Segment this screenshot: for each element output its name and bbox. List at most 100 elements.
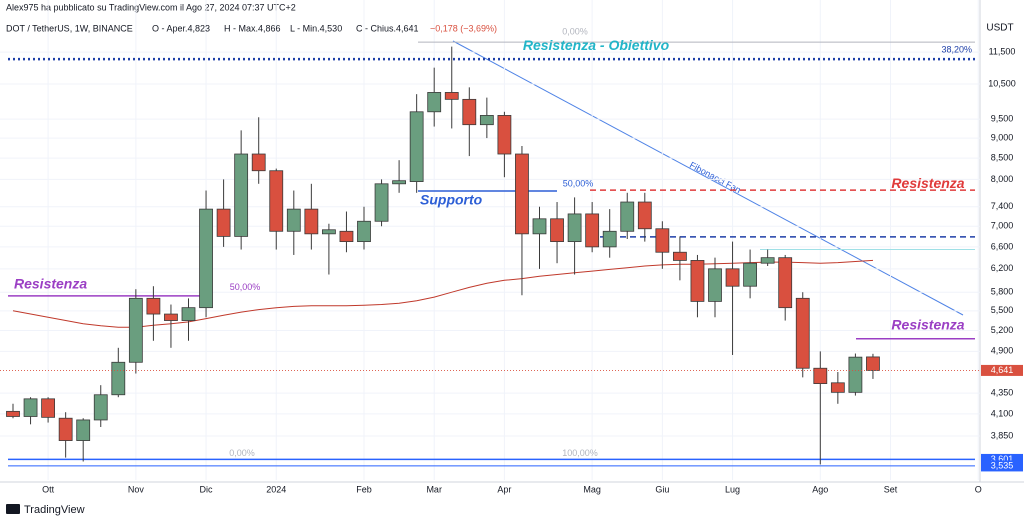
- price-label-box: [981, 453, 1023, 465]
- candle-body: [620, 201, 635, 232]
- candle-body: [690, 260, 705, 302]
- x-tick-label: 2024: [266, 484, 286, 494]
- x-tick-label: Set: [884, 484, 898, 494]
- price-label: 3,601: [991, 454, 1014, 464]
- legend-item: DOT / TetherUS, 1W, BINANCE: [6, 23, 133, 33]
- currency: USDT: [986, 23, 1013, 34]
- x-tick-label: Ago: [812, 484, 828, 494]
- candle-body: [251, 153, 266, 172]
- candle-body: [655, 228, 670, 253]
- candle-body: [146, 297, 161, 315]
- candle-body: [532, 218, 547, 235]
- candle-body: [567, 213, 582, 243]
- y-tick-label: 4,100: [991, 408, 1014, 418]
- price-label: 3,535: [991, 460, 1014, 470]
- legend-item: H - Max.4,866: [224, 23, 281, 33]
- y-tick-label: 8,000: [991, 174, 1014, 184]
- candle-body: [321, 229, 336, 235]
- level-label: Resistenza - Obiettivo: [523, 37, 670, 53]
- watermark-text: TradingView: [24, 504, 85, 516]
- candle-body: [128, 297, 143, 363]
- y-tick-label: 6,200: [991, 263, 1014, 273]
- candle-body: [58, 417, 73, 441]
- candle-body: [497, 115, 512, 155]
- candle-body: [848, 356, 863, 393]
- x-tick-label: Feb: [356, 484, 372, 494]
- y-tick-label: 7,000: [991, 221, 1014, 231]
- level-label: Supporto: [420, 192, 483, 208]
- legend-item: −0,178 (−3,69%): [430, 23, 497, 33]
- candle-body: [743, 262, 757, 287]
- y-tick-label: 8,500: [991, 152, 1014, 162]
- candle-body: [23, 398, 38, 417]
- candle-body: [339, 230, 354, 243]
- candle-body: [199, 208, 213, 309]
- level-label: 0,00%: [562, 27, 588, 37]
- candle-body: [760, 257, 775, 264]
- candle-body: [181, 307, 196, 321]
- level-label: Resistenza: [14, 276, 87, 292]
- candle-body: [725, 268, 740, 287]
- x-tick-label: Giu: [655, 484, 669, 494]
- candle-body: [111, 361, 126, 396]
- y-tick-label: 5,500: [991, 305, 1014, 315]
- candle-body: [866, 356, 880, 371]
- candle-body: [216, 208, 231, 237]
- candle-body: [392, 180, 407, 185]
- y-tick-label: 9,500: [991, 113, 1014, 123]
- candle-body: [93, 394, 108, 421]
- candle-body: [830, 382, 845, 393]
- candle-body: [479, 115, 494, 126]
- y-tick-label: 5,200: [991, 325, 1014, 335]
- x-tick-label: Nov: [128, 484, 145, 494]
- fibonacci-fan-line: [452, 40, 964, 316]
- y-tick-label: 6,600: [991, 241, 1014, 251]
- candle-body: [427, 92, 442, 113]
- logo: [6, 504, 20, 514]
- x-tick-label: O: [975, 484, 982, 494]
- candle-body: [374, 183, 389, 222]
- candle-body: [673, 251, 687, 261]
- candle-body: [515, 153, 529, 235]
- candle-body: [234, 153, 249, 237]
- candle-body: [550, 218, 564, 243]
- candle-body: [444, 92, 459, 100]
- level-label: 0,00%: [229, 448, 255, 458]
- level-label: 50,00%: [563, 178, 594, 188]
- candle-body: [357, 220, 371, 243]
- x-tick-label: Apr: [497, 484, 511, 494]
- candle-body: [76, 419, 91, 441]
- level-label: 38,20%: [941, 45, 972, 55]
- y-tick-label: 5,800: [991, 287, 1014, 297]
- x-tick-label: Ott: [42, 484, 55, 494]
- candle-body: [778, 257, 793, 309]
- legend-item: L - Min.4,530: [290, 23, 342, 33]
- candle-body: [795, 297, 810, 369]
- level-label: Resistenza: [891, 175, 964, 191]
- candle-body: [708, 268, 722, 302]
- level-label: 100,00%: [562, 448, 598, 458]
- price-label-box: [981, 364, 1023, 376]
- legend-item: C - Chius.4,641: [356, 23, 419, 33]
- price-label: 4,641: [991, 365, 1014, 375]
- x-tick-label: Mar: [426, 484, 442, 494]
- watermark: TradingView: [6, 504, 85, 516]
- x-tick-label: Mag: [583, 484, 601, 494]
- moving-average: [12, 259, 874, 328]
- candle-body: [409, 111, 424, 182]
- legend-item: O - Aper.4,823: [152, 23, 210, 33]
- x-tick-label: Dic: [200, 484, 213, 494]
- candle-body: [602, 230, 617, 248]
- y-tick-label: 10,500: [988, 78, 1016, 88]
- y-tick-label: 3,850: [991, 430, 1014, 440]
- candle-body: [585, 213, 600, 248]
- x-tick-label: Lug: [725, 484, 740, 494]
- candle-body: [269, 170, 284, 232]
- candle-body: [813, 367, 828, 384]
- candle-body: [637, 201, 652, 230]
- price-label-box: [981, 460, 1023, 472]
- level-label: 50,00%: [230, 282, 261, 292]
- y-tick-label: 9,000: [991, 132, 1014, 142]
